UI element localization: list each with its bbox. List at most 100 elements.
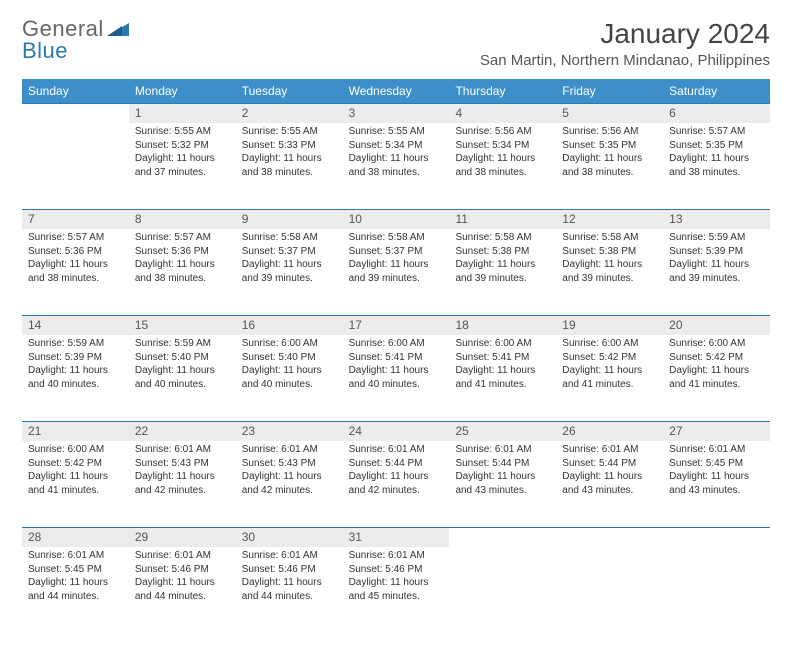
day-details: Sunrise: 5:58 AMSunset: 5:38 PMDaylight:… [449,229,556,291]
daylight-text: Daylight: 11 hours and 38 minutes. [242,152,337,179]
day-details: Sunrise: 6:01 AMSunset: 5:44 PMDaylight:… [343,441,450,503]
brand-logo: GeneralBlue [22,18,129,62]
sunset-text: Sunset: 5:46 PM [242,563,337,577]
day-number: 11 [449,210,556,229]
day-details: Sunrise: 5:59 AMSunset: 5:40 PMDaylight:… [129,335,236,397]
sunset-text: Sunset: 5:42 PM [562,351,657,365]
day-number: 10 [343,210,450,229]
sunset-text: Sunset: 5:35 PM [562,139,657,153]
sunset-text: Sunset: 5:38 PM [562,245,657,259]
day-cell: Sunrise: 5:59 AMSunset: 5:40 PMDaylight:… [129,335,236,421]
calendar-grid: Sunday Monday Tuesday Wednesday Thursday… [22,79,770,633]
day-details: Sunrise: 6:00 AMSunset: 5:40 PMDaylight:… [236,335,343,397]
day-cell: Sunrise: 6:00 AMSunset: 5:42 PMDaylight:… [663,335,770,421]
brand-part2: Blue [22,38,68,63]
day-number: 3 [343,104,450,123]
sunset-text: Sunset: 5:39 PM [28,351,123,365]
day-cell: Sunrise: 5:55 AMSunset: 5:33 PMDaylight:… [236,123,343,209]
sunrise-text: Sunrise: 6:01 AM [455,443,550,457]
sunset-text: Sunset: 5:36 PM [135,245,230,259]
day-details: Sunrise: 6:01 AMSunset: 5:44 PMDaylight:… [449,441,556,503]
day-details: Sunrise: 6:01 AMSunset: 5:43 PMDaylight:… [129,441,236,503]
day-number: 14 [22,316,129,335]
page-header: GeneralBlue January 2024 San Martin, Nor… [22,18,770,69]
daylight-text: Daylight: 11 hours and 39 minutes. [669,258,764,285]
day-cell: Sunrise: 6:01 AMSunset: 5:45 PMDaylight:… [663,441,770,527]
weekday-header: Tuesday [236,79,343,103]
sunrise-text: Sunrise: 5:57 AM [135,231,230,245]
sunset-text: Sunset: 5:36 PM [28,245,123,259]
sunset-text: Sunset: 5:32 PM [135,139,230,153]
day-details: Sunrise: 5:58 AMSunset: 5:37 PMDaylight:… [236,229,343,291]
month-title: January 2024 [480,18,770,50]
day-cell: Sunrise: 6:00 AMSunset: 5:42 PMDaylight:… [22,441,129,527]
daylight-text: Daylight: 11 hours and 38 minutes. [349,152,444,179]
day-number: 31 [343,528,450,547]
daylight-text: Daylight: 11 hours and 41 minutes. [669,364,764,391]
weekday-header: Wednesday [343,79,450,103]
sunrise-text: Sunrise: 5:58 AM [562,231,657,245]
day-cell: Sunrise: 6:01 AMSunset: 5:43 PMDaylight:… [236,441,343,527]
day-cell [22,123,129,209]
sunset-text: Sunset: 5:42 PM [669,351,764,365]
day-cell: Sunrise: 6:01 AMSunset: 5:45 PMDaylight:… [22,547,129,633]
sunset-text: Sunset: 5:41 PM [349,351,444,365]
day-cell: Sunrise: 5:56 AMSunset: 5:35 PMDaylight:… [556,123,663,209]
day-cell: Sunrise: 5:59 AMSunset: 5:39 PMDaylight:… [663,229,770,315]
day-number [556,528,663,547]
day-number: 19 [556,316,663,335]
sunrise-text: Sunrise: 5:55 AM [349,125,444,139]
day-cell: Sunrise: 5:57 AMSunset: 5:36 PMDaylight:… [129,229,236,315]
day-details [556,547,663,555]
sunset-text: Sunset: 5:46 PM [135,563,230,577]
sunset-text: Sunset: 5:45 PM [28,563,123,577]
day-number: 29 [129,528,236,547]
day-details: Sunrise: 5:58 AMSunset: 5:37 PMDaylight:… [343,229,450,291]
daylight-text: Daylight: 11 hours and 42 minutes. [349,470,444,497]
week-row: 14151617181920Sunrise: 5:59 AMSunset: 5:… [22,315,770,421]
day-cell: Sunrise: 5:58 AMSunset: 5:37 PMDaylight:… [343,229,450,315]
weekday-header: Sunday [22,79,129,103]
daylight-text: Daylight: 11 hours and 40 minutes. [349,364,444,391]
sunset-text: Sunset: 5:37 PM [242,245,337,259]
day-details: Sunrise: 5:59 AMSunset: 5:39 PMDaylight:… [663,229,770,291]
day-details: Sunrise: 5:55 AMSunset: 5:32 PMDaylight:… [129,123,236,185]
day-cell [556,547,663,633]
daylight-text: Daylight: 11 hours and 38 minutes. [669,152,764,179]
week-row: 123456Sunrise: 5:55 AMSunset: 5:32 PMDay… [22,103,770,209]
day-details: Sunrise: 6:01 AMSunset: 5:46 PMDaylight:… [129,547,236,609]
daylight-text: Daylight: 11 hours and 41 minutes. [562,364,657,391]
daylight-text: Daylight: 11 hours and 41 minutes. [455,364,550,391]
day-number [449,528,556,547]
sunset-text: Sunset: 5:34 PM [455,139,550,153]
sunrise-text: Sunrise: 6:01 AM [349,443,444,457]
sunset-text: Sunset: 5:42 PM [28,457,123,471]
sunrise-text: Sunrise: 6:00 AM [562,337,657,351]
sunset-text: Sunset: 5:33 PM [242,139,337,153]
day-cell: Sunrise: 5:55 AMSunset: 5:34 PMDaylight:… [343,123,450,209]
daylight-text: Daylight: 11 hours and 42 minutes. [135,470,230,497]
location-subtitle: San Martin, Northern Mindanao, Philippin… [480,52,770,69]
day-cell: Sunrise: 5:56 AMSunset: 5:34 PMDaylight:… [449,123,556,209]
day-number: 1 [129,104,236,123]
daylight-text: Daylight: 11 hours and 44 minutes. [135,576,230,603]
day-details: Sunrise: 6:01 AMSunset: 5:45 PMDaylight:… [22,547,129,609]
daylight-text: Daylight: 11 hours and 38 minutes. [135,258,230,285]
sunrise-text: Sunrise: 5:55 AM [242,125,337,139]
day-details [22,123,129,131]
day-cell: Sunrise: 6:00 AMSunset: 5:42 PMDaylight:… [556,335,663,421]
daylight-text: Daylight: 11 hours and 38 minutes. [562,152,657,179]
daylight-text: Daylight: 11 hours and 45 minutes. [349,576,444,603]
daylight-text: Daylight: 11 hours and 43 minutes. [455,470,550,497]
week-row: 28293031Sunrise: 6:01 AMSunset: 5:45 PMD… [22,527,770,633]
sunrise-text: Sunrise: 6:01 AM [28,549,123,563]
day-cell: Sunrise: 6:01 AMSunset: 5:44 PMDaylight:… [556,441,663,527]
daylight-text: Daylight: 11 hours and 40 minutes. [242,364,337,391]
day-details: Sunrise: 5:57 AMSunset: 5:35 PMDaylight:… [663,123,770,185]
weekday-header: Friday [556,79,663,103]
day-details: Sunrise: 5:59 AMSunset: 5:39 PMDaylight:… [22,335,129,397]
sunrise-text: Sunrise: 6:01 AM [135,443,230,457]
day-cell: Sunrise: 6:01 AMSunset: 5:44 PMDaylight:… [343,441,450,527]
day-number: 15 [129,316,236,335]
sunset-text: Sunset: 5:34 PM [349,139,444,153]
